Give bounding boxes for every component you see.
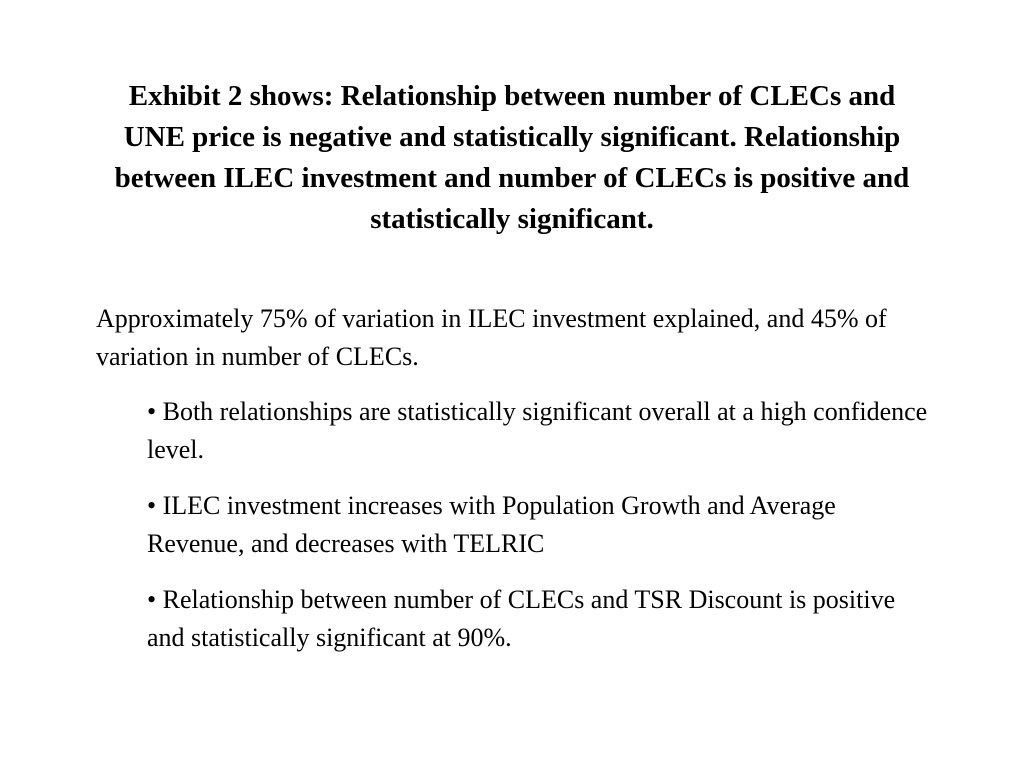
slide-title: Exhibit 2 shows: Relationship between nu… [114,80,910,235]
bullet-item: ILEC investment increases with Populatio… [147,487,937,563]
bullet-list: Both relationships are statistically sig… [147,393,937,675]
intro-text: Approximately 75% of variation in ILEC i… [96,304,887,371]
bullet-item: Relationship between number of CLECs and… [147,581,937,657]
bullet-item: Both relationships are statistically sig… [147,393,937,469]
